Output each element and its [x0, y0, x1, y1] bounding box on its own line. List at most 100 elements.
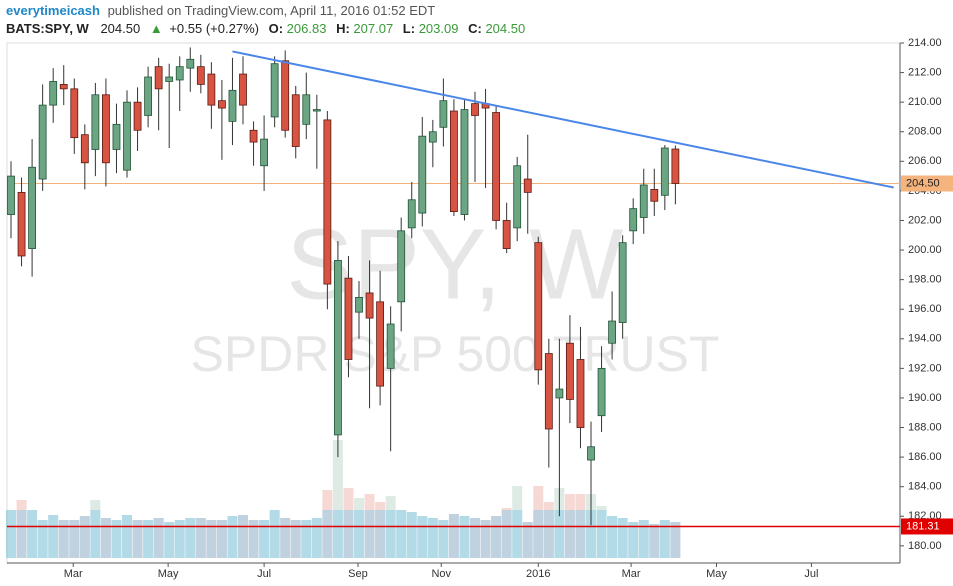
y-tick-label: 190.00: [908, 392, 942, 404]
volume-bar-tint: [90, 510, 101, 558]
volume-bar-tint: [670, 522, 681, 558]
candle-body: [49, 81, 58, 106]
watermark-name: SPDR S&P 500 TRUST: [191, 326, 720, 382]
volume-bar-tint: [649, 524, 660, 558]
volume-bar: [164, 522, 175, 558]
x-tick-label: Nov: [431, 568, 451, 580]
volume-bar: [206, 520, 217, 558]
candle-body: [650, 189, 659, 202]
c-label: C:: [468, 21, 482, 36]
volume-bar-tint: [206, 520, 217, 558]
volume-bar-tint: [48, 515, 59, 558]
candle-body: [123, 101, 131, 171]
candle-body: [344, 277, 353, 360]
candle-body: [260, 138, 269, 167]
y-tick-label: 202.00: [908, 214, 942, 226]
volume-bar-tint: [248, 520, 259, 558]
volume-bar-tint: [79, 516, 90, 558]
y-tick-label: 184.00: [908, 481, 942, 493]
volume-bar: [58, 520, 69, 558]
price-layer: [7, 47, 900, 528]
volume-bar-tint: [427, 518, 438, 558]
y-tick-label: 186.00: [908, 451, 942, 463]
volume-bar-tint: [301, 520, 312, 558]
volume-bar: [216, 520, 227, 558]
volume-bar: [122, 515, 133, 558]
volume-bar-tint: [448, 514, 459, 558]
volume-bar: [16, 500, 27, 558]
volume-bar-tint: [417, 516, 428, 558]
y-tick-label: 188.00: [908, 421, 942, 433]
candle-body: [323, 119, 332, 285]
volume-bar-tint: [195, 518, 206, 558]
candle-body: [312, 109, 321, 112]
candle-body: [597, 367, 606, 417]
volume-bar-tint: [27, 510, 38, 558]
volume-bar: [375, 502, 386, 558]
volume-bar-tint: [153, 518, 164, 558]
y-tick-label: 200.00: [908, 244, 942, 256]
volume-bar-tint: [586, 510, 597, 558]
volume-bar: [659, 520, 670, 558]
volume-bar-tint: [659, 520, 670, 558]
candle-body: [28, 166, 36, 249]
candle-body: [407, 199, 416, 229]
candle-body: [671, 148, 680, 184]
volume-bar: [301, 520, 312, 558]
volume-bar-tint: [185, 518, 196, 558]
volume-bar-tint: [607, 516, 618, 558]
candle-body: [270, 63, 279, 118]
volume-bar: [607, 516, 618, 558]
volume-bar: [280, 518, 291, 558]
l-label: L:: [403, 21, 415, 36]
volume-bar: [227, 516, 238, 558]
volume-bar-tint: [143, 520, 154, 558]
price-line-tag: [901, 175, 953, 192]
volume-bar-tint: [322, 510, 333, 558]
volume-bar: [290, 520, 301, 558]
volume-bar: [69, 520, 80, 558]
candle-body: [566, 342, 574, 400]
candle-body: [291, 94, 300, 147]
candle-body: [376, 301, 385, 387]
candle-body: [207, 73, 216, 106]
volume-bar-tint: [470, 518, 481, 558]
candle-body: [80, 134, 89, 164]
volume-bar: [48, 515, 59, 558]
candle-body: [228, 89, 237, 122]
volume-bar-tint: [164, 522, 175, 558]
candle-body: [239, 73, 247, 106]
candle-body: [281, 60, 290, 131]
h: 207.07: [353, 21, 393, 36]
y-tick-label: 198.00: [908, 274, 942, 286]
candle-body: [386, 323, 395, 369]
candle-body: [450, 110, 458, 213]
volume-bar: [543, 502, 554, 558]
volume-bar-tint: [227, 516, 238, 558]
candle-body: [218, 100, 226, 109]
volume-bar-tint: [290, 520, 301, 558]
volume-bar: [522, 522, 533, 558]
x-tick-label: Jul: [804, 568, 818, 580]
y-tick-label: 210.00: [908, 96, 942, 108]
volume-bar: [90, 500, 101, 558]
candle-body: [70, 88, 79, 139]
volume-bar: [27, 510, 38, 558]
volume-bar: [343, 488, 354, 558]
volume-bar-tint: [638, 520, 649, 558]
volume-bar: [459, 516, 470, 558]
volume-bar-tint: [16, 510, 27, 558]
last: 204.50: [100, 21, 140, 36]
candle-body: [544, 353, 553, 430]
volume-bar-tint: [459, 516, 470, 558]
volume-bar: [670, 522, 681, 558]
candle-body: [355, 296, 363, 313]
volume-bar-tint: [58, 520, 69, 558]
volume-bar-tint: [132, 520, 143, 558]
red-line-label: 181.31: [906, 520, 940, 532]
x-tick-label: Mar: [64, 568, 83, 580]
volume-bar-tint: [343, 510, 354, 558]
volume-bar: [649, 524, 660, 558]
volume-bar-tint: [617, 518, 628, 558]
volume-bar-tint: [364, 510, 375, 558]
